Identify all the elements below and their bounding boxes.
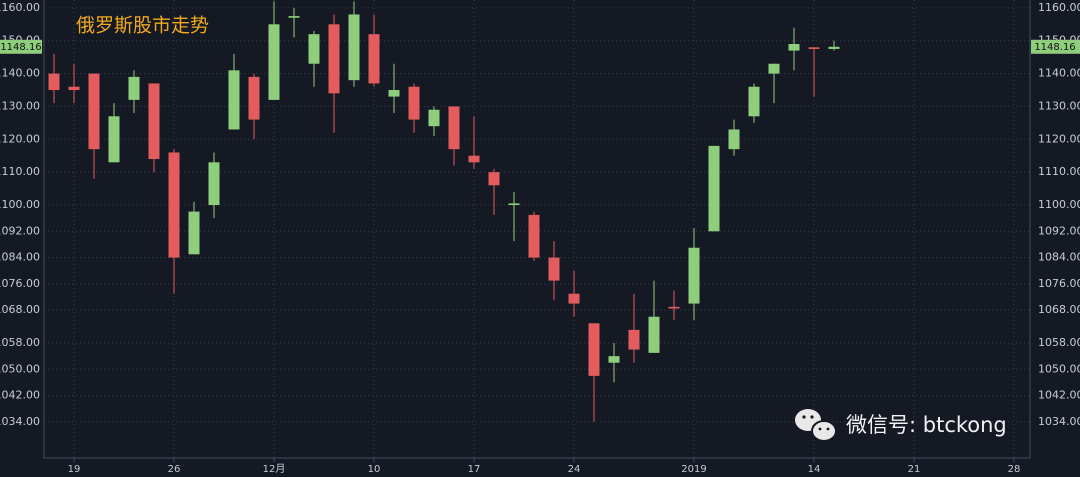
x-tick-label: 28 [1008, 464, 1021, 475]
y-tick-label: 1068.00 [0, 303, 40, 316]
y-tick-label: 1120.00 [0, 132, 40, 145]
y-tick-label: 1050.00 [1038, 362, 1080, 375]
y-tick-label: 1092.00 [1038, 224, 1080, 237]
last-price-label: 1148.16 [1034, 42, 1075, 53]
candle-body [268, 24, 280, 100]
x-tick-label: 26 [168, 464, 181, 475]
y-tick-label: 1068.00 [1038, 303, 1080, 316]
candle-body [408, 86, 420, 120]
x-tick-label: 17 [468, 464, 481, 475]
y-tick-label: 1160.00 [1038, 1, 1080, 14]
candle-body [488, 172, 500, 186]
chart-title: 俄罗斯股市走势 [76, 15, 209, 37]
candle-body [228, 70, 240, 130]
candle-body [708, 145, 720, 232]
candle-body [588, 323, 600, 376]
y-tick-label: 1130.00 [0, 99, 40, 112]
y-tick-label: 1058.00 [1038, 336, 1080, 349]
candle-body [308, 34, 320, 64]
candle-body [788, 44, 800, 51]
watermark-icon [795, 409, 837, 442]
candle-body [248, 76, 260, 120]
candle-body [148, 83, 160, 160]
candle-body [428, 109, 440, 127]
watermark: 微信号: btckong [846, 413, 1007, 437]
y-tick-label: 1100.00 [0, 198, 40, 211]
x-tick-label: 12月 [263, 463, 286, 475]
y-tick-label: 1140.00 [1038, 67, 1080, 80]
x-tick-label: 14 [808, 464, 821, 475]
candle-body [608, 356, 620, 363]
candle-body [748, 86, 760, 117]
x-tick-label: 19 [68, 464, 81, 475]
y-tick-label: 1092.00 [0, 224, 40, 237]
candle-body [628, 329, 640, 350]
candle-body [168, 152, 180, 258]
last-price-box [0, 39, 42, 54]
y-tick-label: 1034.00 [1038, 415, 1080, 428]
candle-body [88, 73, 100, 150]
x-tick-label: 21 [908, 464, 921, 475]
candle-body [728, 129, 740, 150]
x-tick-label: 10 [368, 464, 381, 475]
candle-body [128, 76, 140, 100]
candle-body [648, 316, 660, 353]
y-tick-label: 1100.00 [1038, 198, 1080, 211]
x-tick-label: 24 [568, 464, 581, 475]
x-tick-label: 2019 [681, 464, 706, 475]
candle-body [548, 257, 560, 281]
candle-body [388, 90, 400, 97]
candle-body [48, 73, 60, 91]
y-tick-label: 1076.00 [1038, 277, 1080, 290]
plot [48, 1, 840, 422]
y-tick-label: 1130.00 [1038, 99, 1080, 112]
candle-body [468, 155, 480, 163]
candle-body [828, 46, 840, 49]
candle-body [108, 116, 120, 163]
last-price-label: 1148.16 [0, 42, 41, 53]
y-tick-label: 1084.00 [1038, 251, 1080, 264]
candle-body [208, 162, 220, 206]
candle-body [688, 247, 700, 304]
y-tick-label: 1034.00 [0, 415, 40, 428]
y-tick-label: 1076.00 [0, 277, 40, 290]
y-tick-label: 1042.00 [0, 389, 40, 402]
candle-body [448, 106, 460, 150]
candle-body [288, 16, 300, 18]
y-tick-label: 1058.00 [0, 336, 40, 349]
y-tick-label: 1160.00 [0, 1, 40, 14]
y-tick-label: 1042.00 [1038, 389, 1080, 402]
candle-body [348, 14, 360, 81]
candle-body [328, 24, 340, 94]
y-tick-label: 1140.00 [0, 67, 40, 80]
candle-body [188, 211, 200, 255]
candle-body [668, 306, 680, 309]
candle-body [568, 293, 580, 304]
candle-body [68, 86, 80, 91]
candle-body [368, 34, 380, 84]
candle-body [808, 47, 820, 49]
candle-body [528, 214, 540, 258]
y-tick-label: 1050.00 [0, 362, 40, 375]
candle-body [768, 63, 780, 74]
y-tick-label: 1110.00 [1038, 165, 1080, 178]
y-tick-label: 1084.00 [0, 251, 40, 264]
candle-body [508, 203, 520, 206]
y-tick-label: 1110.00 [0, 165, 40, 178]
y-tick-label: 1120.00 [1038, 132, 1080, 145]
last-price-box [1031, 39, 1080, 54]
